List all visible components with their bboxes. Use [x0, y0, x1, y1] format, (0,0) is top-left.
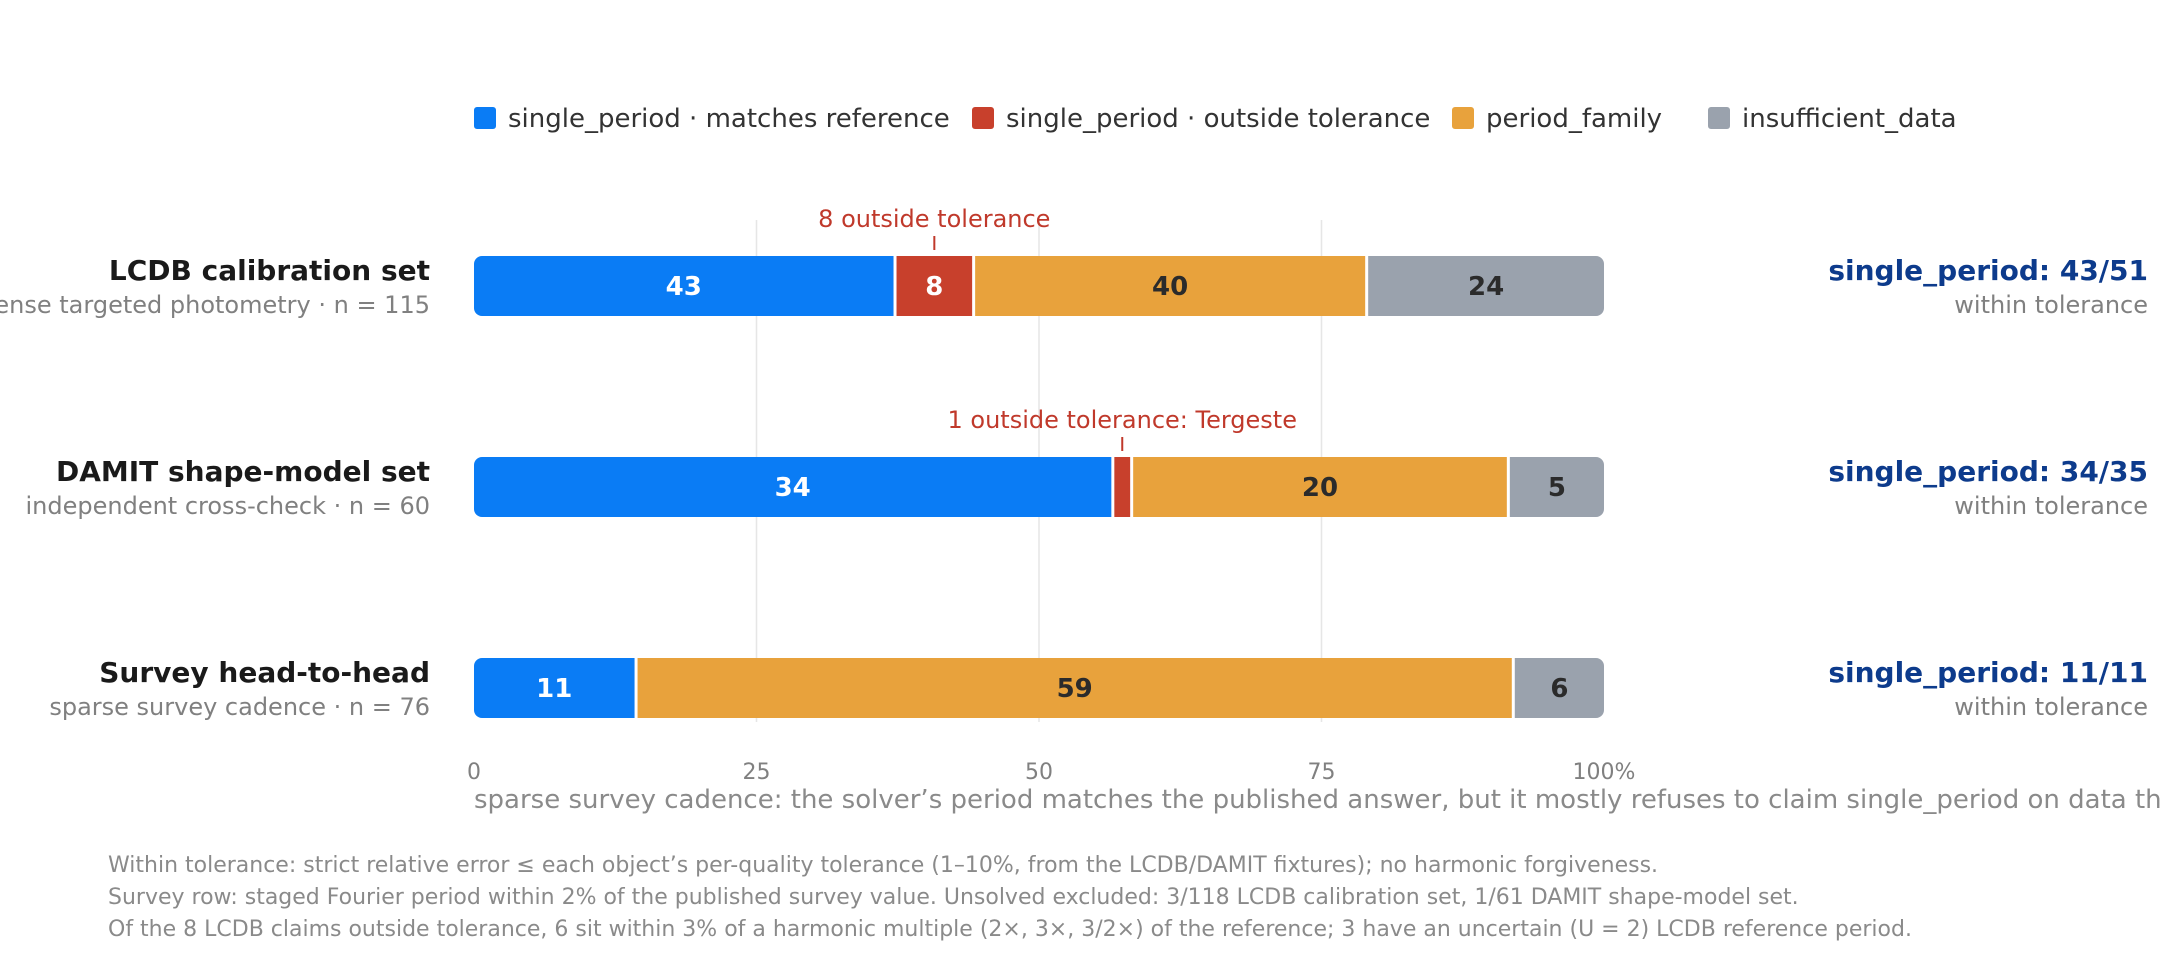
row-title: DAMIT shape-model set — [56, 455, 430, 488]
bar-segments — [474, 457, 1604, 517]
bar-segment — [1509, 457, 1604, 517]
bar-row: Survey head-to-head sparse survey cadence… — [49, 656, 2148, 721]
bar-segment — [1368, 256, 1604, 316]
row-title: Survey head-to-head — [99, 656, 430, 689]
row-subtitle: independent cross-check · n = 60 — [26, 492, 431, 520]
row-summary-note: within tolerance — [1954, 492, 2148, 520]
bar-segments — [474, 256, 1604, 316]
bar-value-label: 8 — [925, 272, 943, 302]
callout-label: 1 outside tolerance: Tergeste — [948, 406, 1297, 434]
bar-row: LCDB calibration set dense targeted photo… — [0, 205, 2148, 319]
bar-row: DAMIT shape-model set independent cross-c… — [26, 406, 2149, 520]
row-subtitle: dense targeted photometry · n = 115 — [0, 291, 430, 319]
row-summary-note: within tolerance — [1954, 291, 2148, 319]
legend-label: period_family — [1486, 104, 1662, 134]
x-tick-label: 25 — [743, 760, 771, 785]
legend-swatch — [474, 107, 496, 129]
bar-segment — [1114, 457, 1131, 517]
footnote-line: Of the 8 LCDB claims outside tolerance, … — [108, 917, 1912, 942]
legend-label: single_period · matches reference — [508, 104, 950, 134]
row-title: LCDB calibration set — [109, 254, 430, 287]
bar-segments — [474, 658, 1604, 718]
bar-value-label: 34 — [775, 473, 811, 503]
row-subtitle: sparse survey cadence · n = 76 — [49, 693, 430, 721]
bar-value-label: 20 — [1302, 473, 1338, 503]
x-axis: 0 25 50 75 100% — [467, 760, 1635, 785]
row-summary: single_period: 43/51 — [1828, 254, 2148, 287]
row-summary-note: within tolerance — [1954, 693, 2148, 721]
bar-segment — [474, 658, 635, 718]
bar-value-label: 24 — [1468, 272, 1504, 302]
row-summary: single_period: 34/35 — [1828, 455, 2148, 488]
legend-label: single_period · outside tolerance — [1006, 104, 1430, 134]
bar-segment — [896, 256, 973, 316]
footnote-line: Within tolerance: strict relative error … — [108, 853, 1658, 878]
x-tick-label: 50 — [1025, 760, 1053, 785]
callout-label: 8 outside tolerance — [818, 205, 1050, 233]
bar-segment — [637, 658, 1512, 718]
bar-rows: LCDB calibration set dense targeted photo… — [0, 205, 2148, 721]
bar-segment — [474, 256, 894, 316]
legend-label: insufficient_data — [1742, 104, 1957, 134]
chart-caption: sparse survey cadence: the solver’s peri… — [474, 785, 2160, 815]
bar-value-label: 59 — [1057, 674, 1093, 704]
legend-swatch — [972, 107, 994, 129]
legend-swatch — [1452, 107, 1474, 129]
bar-segment — [1514, 658, 1604, 718]
bar-segment — [1133, 457, 1507, 517]
x-tick-label: 0 — [467, 760, 481, 785]
bar-value-label: 6 — [1550, 674, 1568, 704]
legend-swatch — [1708, 107, 1730, 129]
legend: single_period · matches reference single_… — [474, 104, 1957, 134]
bar-segment — [975, 256, 1366, 316]
bar-value-label: 11 — [536, 674, 572, 704]
bar-value-label: 40 — [1152, 272, 1188, 302]
x-tick-label: 75 — [1308, 760, 1336, 785]
footnote-line: Survey row: staged Fourier period within… — [108, 885, 1799, 910]
bar-value-label: 5 — [1548, 473, 1566, 503]
x-tick-label: 100% — [1573, 760, 1636, 785]
footnotes: Within tolerance: strict relative error … — [108, 853, 1912, 942]
bar-value-label: 43 — [666, 272, 702, 302]
row-summary: single_period: 11/11 — [1828, 656, 2148, 689]
bar-segment — [474, 457, 1112, 517]
